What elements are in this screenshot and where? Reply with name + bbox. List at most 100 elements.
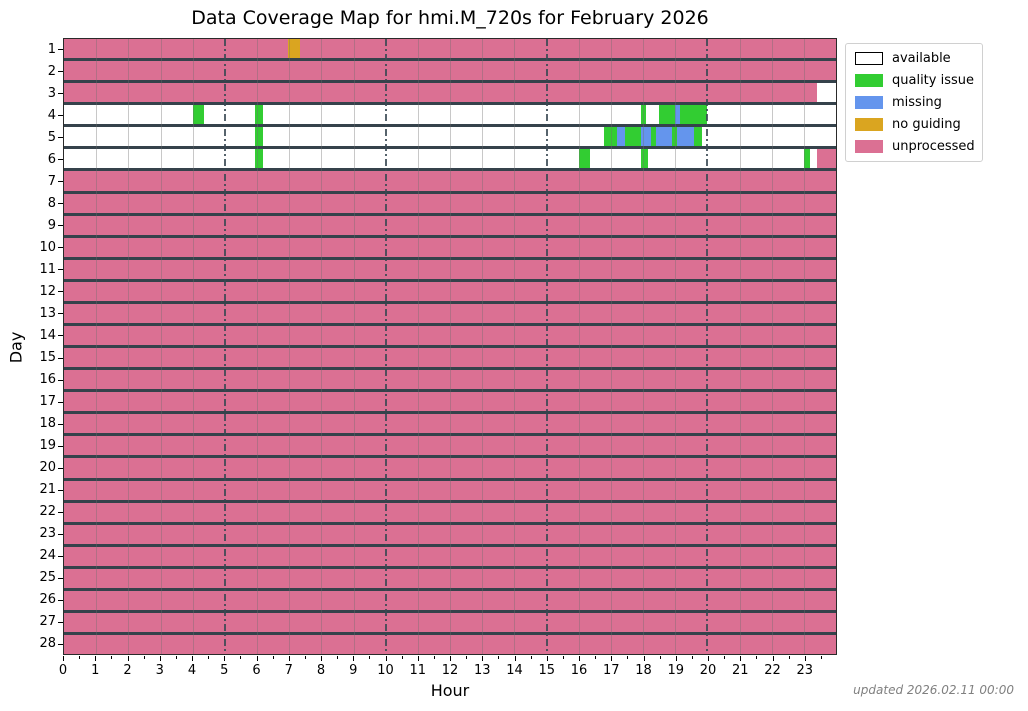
x-tick-7 xyxy=(288,656,290,661)
coverage-segment-unprocessed xyxy=(816,149,836,169)
y-tick-16 xyxy=(58,379,63,381)
y-tick-3 xyxy=(58,93,63,95)
x-minortick xyxy=(369,656,371,659)
x-tick-3 xyxy=(159,656,161,661)
day-rows-container xyxy=(64,39,836,655)
day-row-25 xyxy=(64,568,836,591)
y-ticklabel-19: 19 xyxy=(39,438,56,454)
y-tick-2 xyxy=(58,71,63,73)
x-minortick xyxy=(240,656,242,659)
coverage-segment-quality-issue xyxy=(255,105,264,125)
x-ticklabel-3: 3 xyxy=(155,663,164,678)
legend-item-available: available xyxy=(855,51,973,66)
x-minortick xyxy=(659,656,661,659)
coverage-segment-quality-issue xyxy=(255,127,264,147)
coverage-segment-missing xyxy=(641,127,652,147)
x-tick-13 xyxy=(482,656,484,661)
coverage-segment-missing xyxy=(617,127,626,147)
y-ticklabel-15: 15 xyxy=(39,350,56,366)
y-tick-1 xyxy=(58,49,63,51)
x-minortick xyxy=(627,656,629,659)
x-minortick xyxy=(530,656,532,659)
y-tick-7 xyxy=(58,181,63,183)
day-row-11 xyxy=(64,259,836,282)
day-row-14 xyxy=(64,326,836,349)
coverage-segment-quality-issue xyxy=(659,105,676,125)
legend-swatch-quality-issue xyxy=(855,74,883,87)
legend-box: available quality issue missing no guiding u… xyxy=(845,43,983,162)
day-row-22 xyxy=(64,502,836,525)
coverage-segment-quality-issue xyxy=(651,127,656,147)
x-tick-10 xyxy=(385,656,387,661)
day-row-19 xyxy=(64,436,836,459)
coverage-segment-quality-issue xyxy=(641,149,648,169)
y-ticklabel-7: 7 xyxy=(47,173,56,189)
x-tick-21 xyxy=(740,656,742,661)
x-tick-15 xyxy=(546,656,548,661)
x-ticklabel-23: 23 xyxy=(796,663,814,678)
x-tick-4 xyxy=(192,656,193,661)
day-row-3 xyxy=(64,83,836,106)
x-tick-0 xyxy=(63,656,64,661)
x-tick-11 xyxy=(417,656,419,661)
x-tick-2 xyxy=(127,656,129,661)
x-tick-16 xyxy=(579,656,580,661)
day-row-15 xyxy=(64,348,836,371)
day-row-18 xyxy=(64,414,836,437)
x-ticklabel-21: 21 xyxy=(731,663,749,678)
coverage-segment-quality-issue xyxy=(578,149,590,169)
y-ticklabel-1: 1 xyxy=(47,41,56,57)
y-ticklabel-10: 10 xyxy=(39,239,56,255)
x-tick-6 xyxy=(256,656,258,661)
x-tick-5 xyxy=(224,656,226,661)
y-ticklabel-17: 17 xyxy=(39,394,56,410)
x-ticklabel-22: 22 xyxy=(764,663,781,678)
y-ticklabel-3: 3 xyxy=(47,85,56,101)
legend-label: available xyxy=(892,51,951,66)
y-tick-20 xyxy=(58,467,63,469)
y-tick-6 xyxy=(58,159,63,161)
x-minortick xyxy=(79,656,81,659)
x-minortick xyxy=(143,656,145,659)
x-tick-18 xyxy=(643,656,645,661)
x-minortick xyxy=(208,656,210,659)
day-row-13 xyxy=(64,303,836,327)
y-ticklabel-28: 28 xyxy=(39,636,56,652)
x-minortick xyxy=(433,656,435,659)
updated-timestamp: updated 2026.02.11 00:00 xyxy=(853,683,1014,697)
coverage-segment-quality-issue xyxy=(671,127,677,147)
y-ticklabel-23: 23 xyxy=(39,526,56,542)
y-tick-5 xyxy=(58,137,63,139)
y-ticklabel-4: 4 xyxy=(47,107,56,123)
day-row-6 xyxy=(64,149,836,172)
y-tick-24 xyxy=(58,555,63,557)
legend-swatch-unprocessed xyxy=(855,140,883,153)
legend-label: no guiding xyxy=(892,117,961,132)
legend-swatch-missing xyxy=(855,96,883,109)
y-tick-12 xyxy=(58,291,63,293)
x-tick-9 xyxy=(353,656,355,661)
x-ticklabel-15: 15 xyxy=(538,663,556,678)
x-ticklabel-11: 11 xyxy=(409,663,427,678)
y-tick-22 xyxy=(58,511,63,513)
y-tick-14 xyxy=(58,335,63,337)
x-ticklabel-20: 20 xyxy=(699,663,717,678)
x-minortick xyxy=(820,656,822,659)
day-row-20 xyxy=(64,458,836,481)
legend-item-no-guiding: no guiding xyxy=(855,117,973,132)
day-row-2 xyxy=(64,61,836,84)
x-tick-17 xyxy=(611,656,613,661)
y-ticklabel-24: 24 xyxy=(39,548,56,564)
x-minortick xyxy=(788,656,790,659)
y-axis-label: Day xyxy=(6,331,26,364)
plot-area xyxy=(63,38,837,655)
y-ticklabel-16: 16 xyxy=(39,372,56,388)
y-ticklabel-8: 8 xyxy=(47,195,56,211)
x-minortick xyxy=(724,656,726,659)
day-row-1 xyxy=(64,39,836,62)
day-row-12 xyxy=(64,281,836,304)
x-ticklabel-18: 18 xyxy=(635,663,652,678)
x-ticklabel-4: 4 xyxy=(187,663,197,678)
y-ticklabel-25: 25 xyxy=(39,570,56,586)
